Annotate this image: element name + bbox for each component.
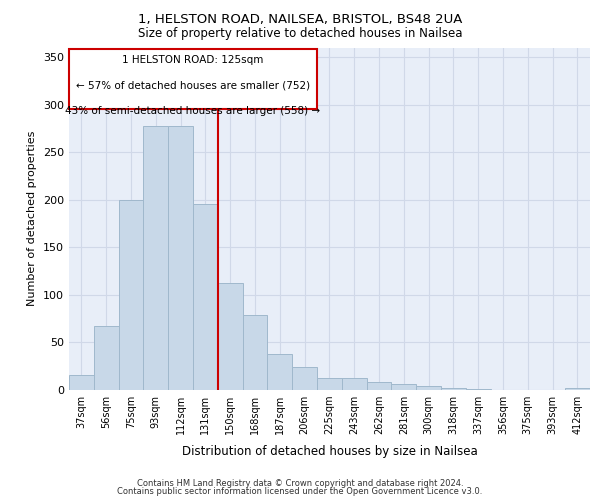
Bar [416, 386, 441, 390]
Bar [391, 384, 416, 390]
Bar [69, 375, 94, 390]
Bar [94, 326, 119, 390]
Y-axis label: Number of detached properties: Number of detached properties [28, 131, 37, 306]
Bar [342, 378, 367, 390]
Bar [218, 284, 242, 390]
Text: 1 HELSTON ROAD: 125sqm: 1 HELSTON ROAD: 125sqm [122, 54, 263, 64]
FancyBboxPatch shape [69, 50, 317, 110]
Bar [565, 388, 590, 390]
Bar [242, 315, 268, 390]
Bar [193, 204, 218, 390]
Text: 1, HELSTON ROAD, NAILSEA, BRISTOL, BS48 2UA: 1, HELSTON ROAD, NAILSEA, BRISTOL, BS48 … [138, 12, 462, 26]
Bar [268, 354, 292, 390]
Bar [367, 382, 391, 390]
Text: Contains HM Land Registry data © Crown copyright and database right 2024.: Contains HM Land Registry data © Crown c… [137, 478, 463, 488]
Bar [119, 200, 143, 390]
Bar [168, 126, 193, 390]
X-axis label: Distribution of detached houses by size in Nailsea: Distribution of detached houses by size … [182, 446, 477, 458]
Bar [317, 378, 342, 390]
Text: 43% of semi-detached houses are larger (558) →: 43% of semi-detached houses are larger (… [65, 106, 320, 116]
Text: ← 57% of detached houses are smaller (752): ← 57% of detached houses are smaller (75… [76, 80, 310, 90]
Bar [292, 367, 317, 390]
Bar [466, 389, 491, 390]
Text: Size of property relative to detached houses in Nailsea: Size of property relative to detached ho… [138, 28, 462, 40]
Bar [441, 388, 466, 390]
Bar [143, 126, 168, 390]
Text: Contains public sector information licensed under the Open Government Licence v3: Contains public sector information licen… [118, 487, 482, 496]
